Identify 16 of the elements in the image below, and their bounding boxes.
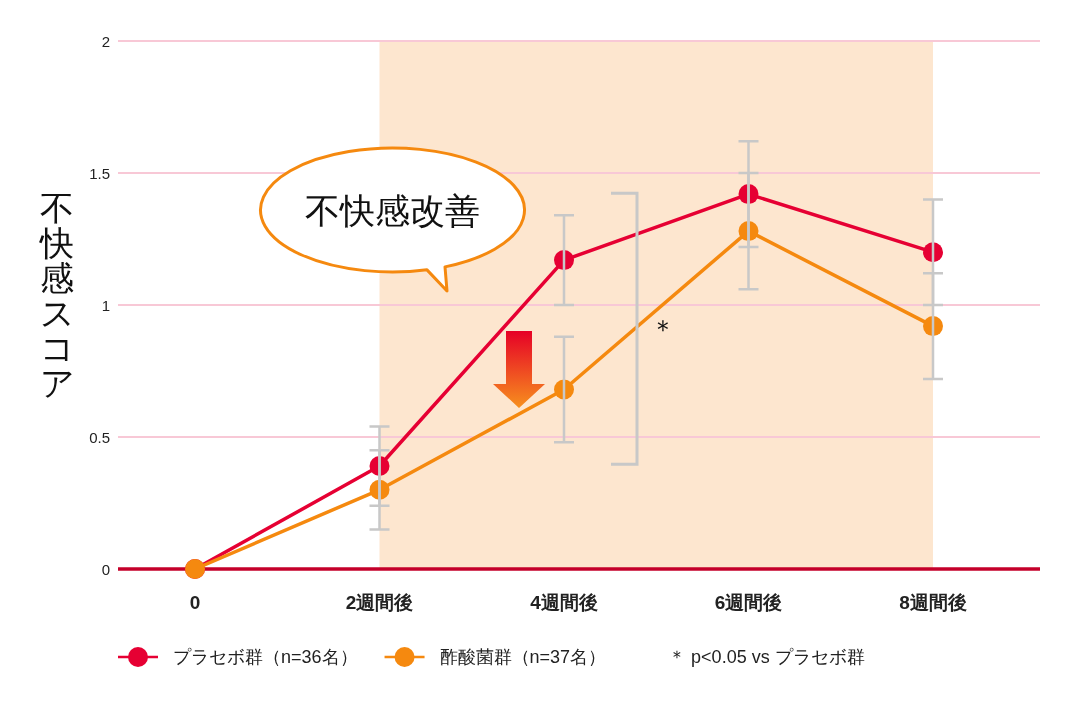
- x-tick-label: 6週間後: [714, 591, 783, 613]
- y-tick-label: 0: [101, 560, 110, 578]
- y-tick-label: 1: [101, 296, 110, 314]
- text: ＊ p<0.05 vs プラセボ群: [668, 647, 865, 667]
- y-tick-label: 0.5: [89, 428, 110, 446]
- x-tick-label: 2週間後: [345, 591, 414, 613]
- annotation-bubble: 不快感改善: [259, 146, 526, 293]
- x-tick-label: 0: [189, 591, 201, 613]
- x-tick-label: 8週間後: [899, 591, 967, 613]
- x-tick-label: 4週間後: [530, 591, 598, 613]
- annotation: ＊: [650, 313, 676, 344]
- y-tick-label: 2: [101, 32, 110, 50]
- annotation: 不快感改善: [305, 190, 480, 230]
- annotation-bracket: ＊: [611, 191, 676, 466]
- y-axis-title: 不快感スコア: [39, 188, 75, 402]
- y-tick-label: 1.5: [89, 164, 110, 182]
